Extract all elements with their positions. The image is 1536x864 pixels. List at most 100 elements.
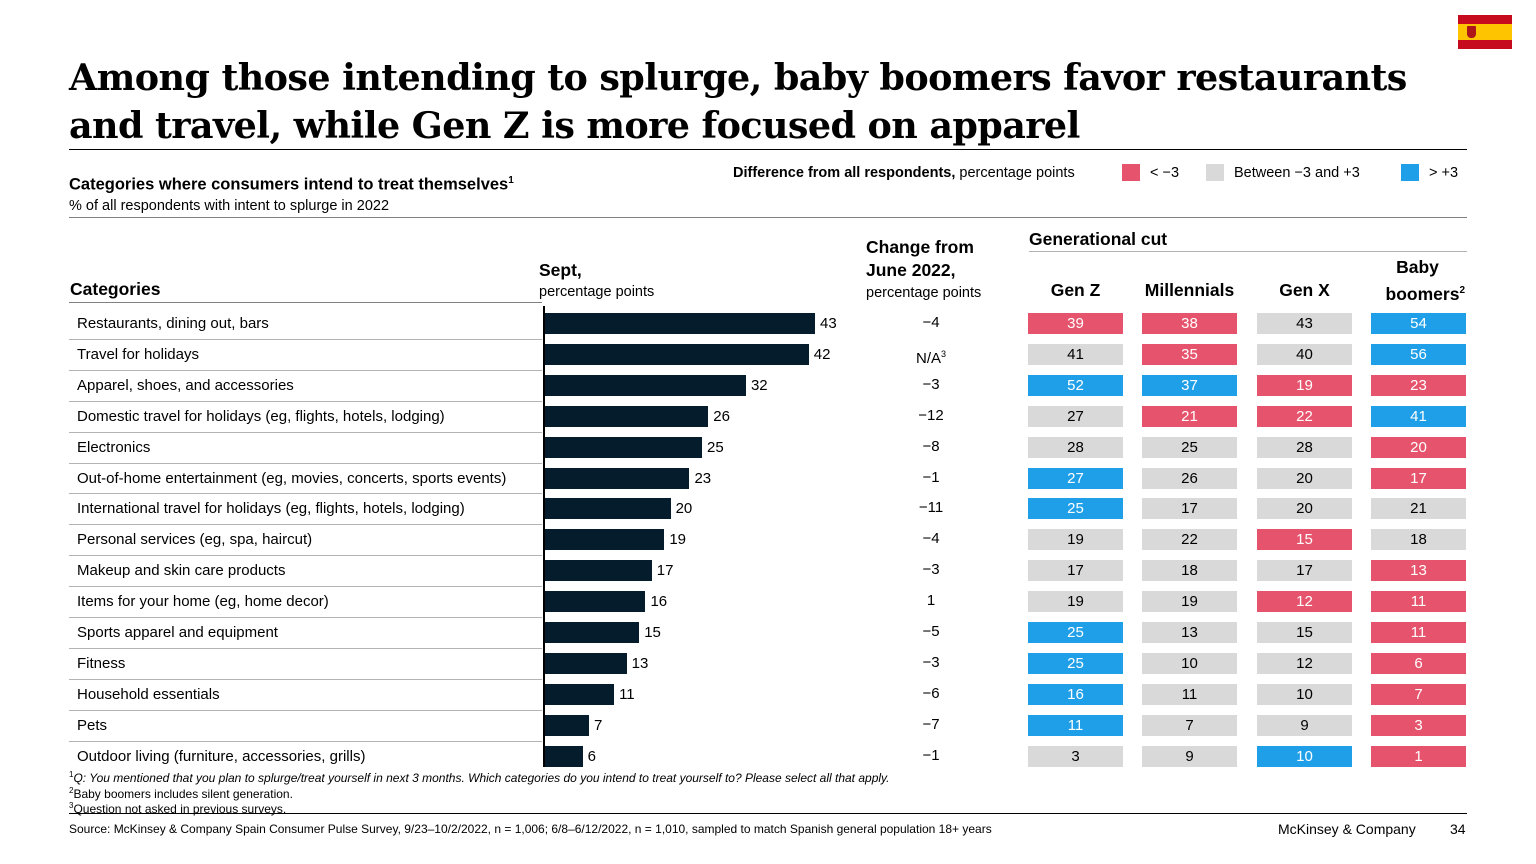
row-divider [69, 338, 542, 340]
bar-value-label: 11 [619, 685, 635, 703]
bar-value-label: 13 [631, 654, 649, 672]
millennials-cell: 35 [1142, 343, 1237, 365]
bar [545, 622, 640, 643]
change-value: −1 [922, 468, 940, 486]
genx-cell: 22 [1257, 405, 1352, 427]
boomers-cell: 21 [1371, 498, 1466, 520]
category-label: Apparel, shoes, and accessories [77, 376, 294, 394]
boomers-header: Baby boomers2 [1385, 257, 1465, 304]
row-divider [69, 524, 542, 526]
spain-flag-icon [1458, 15, 1512, 49]
category-label: Items for your home (eg, home decor) [77, 593, 329, 611]
bar [545, 313, 816, 334]
genx-cell: 10 [1257, 683, 1352, 705]
row-divider [69, 617, 542, 618]
millennials-cell: 19 [1142, 591, 1237, 613]
legend-swatch-blue [1401, 164, 1419, 181]
genz-header: Gen Z [1050, 280, 1101, 300]
genx-cell: 20 [1257, 467, 1352, 489]
legend-item-below: < −3 [1122, 164, 1179, 181]
millennials-cell: 26 [1142, 467, 1237, 489]
boomers-cell: 20 [1371, 436, 1466, 458]
generational-heading: Generational cut [1029, 229, 1168, 249]
genx-cell: 9 [1257, 714, 1352, 736]
change-value: −3 [922, 375, 940, 393]
genx-header: Gen X [1279, 280, 1330, 300]
bar [545, 343, 809, 365]
chart-subtitle-note: % of all respondents with intent to splu… [69, 198, 390, 214]
bar [545, 405, 709, 427]
change-value: −1 [922, 746, 940, 764]
legend-item-above: > +3 [1401, 164, 1458, 181]
genz-cell: 39 [1028, 313, 1123, 334]
boomers-cell: 7 [1371, 683, 1466, 705]
bar [545, 529, 665, 551]
bar [545, 498, 671, 520]
row-divider [69, 493, 542, 495]
genz-cell: 16 [1028, 683, 1123, 705]
change-value: −6 [922, 684, 940, 702]
row-divider [69, 462, 542, 464]
page-number: 34 [1450, 821, 1466, 837]
change-value: −5 [922, 623, 940, 640]
genz-cell: 17 [1028, 560, 1123, 582]
row-divider [69, 400, 542, 402]
genx-cell: 17 [1257, 560, 1352, 582]
footnote-1: 1Q: You mentioned that you plan to splur… [69, 770, 890, 785]
bar [545, 436, 702, 458]
genz-cell: 41 [1028, 343, 1123, 365]
genz-cell: 52 [1028, 374, 1123, 396]
change-value: 1 [926, 592, 936, 610]
bar-value-label: 42 [813, 345, 831, 363]
bar [545, 467, 690, 489]
change-value: −11 [918, 499, 944, 517]
legend-title: Difference from all respondents, percent… [733, 165, 1075, 181]
millennials-cell: 7 [1142, 714, 1237, 736]
category-label: Fitness [77, 654, 126, 672]
change-header: Change from June 2022, percentage points [866, 237, 982, 301]
row-divider [69, 369, 542, 371]
row-divider [69, 555, 542, 557]
row-divider [69, 709, 542, 711]
bar-value-label: 19 [669, 531, 686, 549]
row-divider [69, 647, 542, 649]
change-value: −4 [922, 530, 940, 548]
footer-divider [69, 813, 1467, 814]
row-divider [69, 678, 542, 680]
genx-cell: 28 [1257, 436, 1352, 458]
legend-divider [69, 217, 1467, 218]
page-title: Among those intending to splurge, baby b… [69, 56, 1407, 147]
footnote-2: 2Baby boomers includes silent generation… [69, 786, 293, 801]
genx-cell: 15 [1257, 622, 1352, 643]
boomers-cell: 11 [1371, 591, 1466, 613]
change-value: −12 [918, 406, 944, 424]
millennials-cell: 22 [1142, 529, 1237, 551]
bar-value-label: 25 [707, 438, 724, 456]
change-value: N/A3 [915, 348, 947, 367]
categories-header: Categories [70, 279, 161, 299]
bar-value-label: 6 [587, 747, 597, 765]
genx-cell: 43 [1257, 313, 1352, 334]
bar [545, 745, 583, 767]
genz-cell: 19 [1028, 591, 1123, 613]
bar-value-label: 16 [650, 593, 668, 611]
boomers-cell: 6 [1371, 652, 1466, 674]
genz-cell: 3 [1028, 745, 1123, 767]
millennials-cell: 21 [1142, 405, 1237, 427]
genx-cell: 20 [1257, 498, 1352, 520]
bar-value-label: 23 [694, 469, 712, 487]
brand-name: McKinsey & Company [1278, 821, 1416, 837]
legend-item-between: Between −3 and +3 [1206, 164, 1360, 181]
footnote-3: 3Question not asked in previous surveys. [69, 801, 287, 816]
genz-cell: 27 [1028, 405, 1123, 427]
bar-value-label: 26 [713, 407, 730, 425]
boomers-cell: 56 [1371, 343, 1466, 365]
bar-value-label: 20 [675, 500, 693, 518]
generational-divider [1029, 251, 1467, 252]
change-value: −3 [922, 561, 940, 579]
boomers-cell: 41 [1371, 405, 1466, 427]
bar-value-label: 32 [750, 376, 768, 394]
source-note: Source: McKinsey & Company Spain Consume… [69, 822, 992, 836]
millennials-cell: 9 [1142, 745, 1237, 767]
chart-subtitle: Categories where consumers intend to tre… [69, 175, 514, 194]
